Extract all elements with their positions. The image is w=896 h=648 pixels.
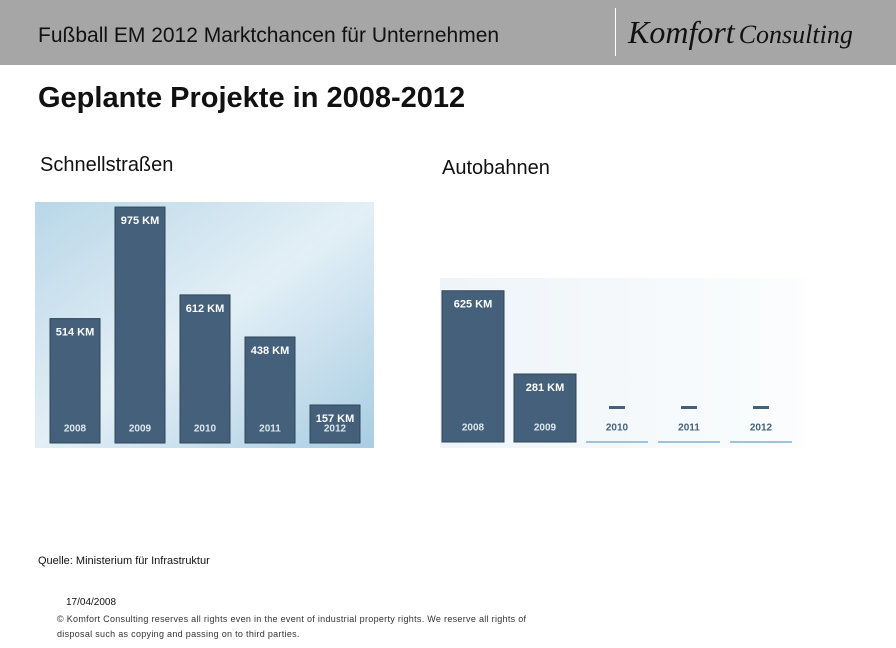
x-tick-label: 2009 <box>534 423 557 434</box>
x-tick-label: 2010 <box>606 423 629 434</box>
x-tick-label: 2011 <box>259 424 281 435</box>
chart: 625 KM 2008 281 KM 2009 2010 2011 2012 <box>440 278 806 448</box>
x-tick-label: 2010 <box>194 424 217 435</box>
bar <box>244 336 296 444</box>
empty-marker <box>753 406 769 409</box>
value-label: 612 KM <box>186 303 225 315</box>
header-title: Fußball EM 2012 Marktchancen für Unterne… <box>38 24 500 47</box>
x-tick-label: 2012 <box>324 424 347 435</box>
value-label: 157 KM <box>316 413 355 425</box>
empty-marker <box>681 406 697 409</box>
bar <box>513 373 577 443</box>
logo: Komfort Consulting <box>628 14 853 51</box>
x-tick-label: 2012 <box>750 423 773 434</box>
empty-marker <box>609 406 625 409</box>
copyright: disposal such as copying and passing on … <box>57 629 300 639</box>
source: Quelle: Ministerium für Infrastruktur <box>38 555 210 567</box>
divider <box>615 8 616 56</box>
logo-main: Komfort <box>628 14 735 50</box>
value-label: 625 KM <box>454 299 493 311</box>
chart-title: Schnellstraßen <box>40 154 174 176</box>
bar <box>114 206 166 444</box>
bar <box>49 318 101 444</box>
x-tick-label: 2008 <box>462 423 485 434</box>
value-label: 438 KM <box>251 345 290 357</box>
header-bar <box>0 0 896 65</box>
value-label: 281 KM <box>526 382 565 394</box>
chart-title: Autobahnen <box>442 157 550 179</box>
x-tick-label: 2011 <box>678 423 700 434</box>
value-label: 514 KM <box>56 327 95 339</box>
bar <box>309 404 361 444</box>
bar <box>179 294 231 444</box>
logo-sub: Consulting <box>738 20 853 49</box>
bar <box>441 290 505 443</box>
copyright: © Komfort Consulting reserves all rights… <box>57 614 527 624</box>
chart: 514 KM 2008 975 KM 2009 612 KM 2010 438 KM 2011… <box>35 202 374 448</box>
x-tick-label: 2008 <box>64 424 87 435</box>
value-label: 975 KM <box>121 215 160 227</box>
x-tick-label: 2009 <box>129 424 152 435</box>
date: 17/04/2008 <box>66 597 117 608</box>
heading: Geplante Projekte in 2008-2012 <box>38 82 466 114</box>
